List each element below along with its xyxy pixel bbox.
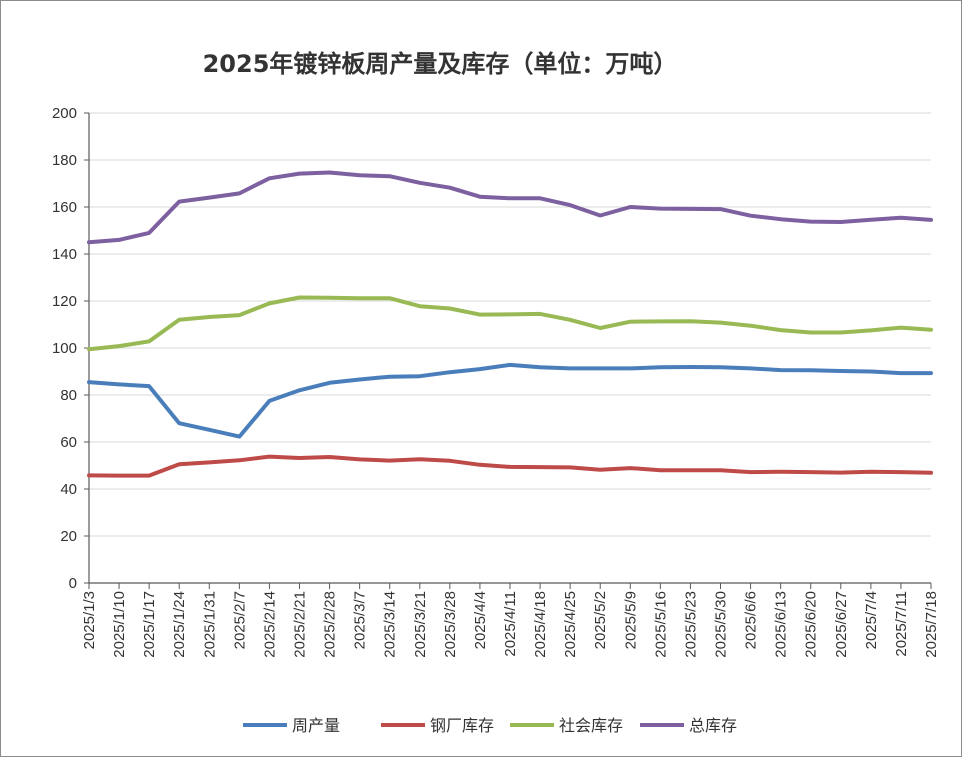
legend-item: 周产量 <box>243 716 340 735</box>
y-tick-label: 180 <box>52 152 77 169</box>
x-tick-label: 2025/1/3 <box>81 591 98 649</box>
x-tick-label: 2025/2/14 <box>261 591 278 658</box>
legend-item: 社会库存 <box>510 716 623 735</box>
x-tick-label: 2025/4/25 <box>562 591 579 658</box>
x-tick-label: 2025/1/17 <box>141 591 158 658</box>
x-tick-label: 2025/6/20 <box>803 591 820 658</box>
series-line-社会库存 <box>87 295 933 352</box>
x-tick-label: 2025/2/21 <box>292 591 309 658</box>
x-tick-label: 2025/4/18 <box>532 591 549 658</box>
x-tick-label: 2025/3/14 <box>382 591 399 658</box>
x-tick-label: 2025/2/7 <box>231 591 248 649</box>
x-tick-label: 2025/1/10 <box>111 591 128 658</box>
y-tick-label: 60 <box>60 434 77 451</box>
y-tick-label: 100 <box>52 340 77 357</box>
x-tick-label: 2025/6/6 <box>743 591 760 649</box>
x-tick-label: 2025/7/11 <box>893 591 910 657</box>
series-line-周产量 <box>87 362 933 439</box>
x-tick-label: 2025/3/28 <box>442 591 459 658</box>
y-axis-tick-labels: 0 20 40 60 80 100 120 140 160 180 200 <box>52 105 77 592</box>
x-tick-label: 2025/4/11 <box>502 591 519 657</box>
x-tick-label: 2025/1/24 <box>171 591 188 658</box>
y-tick-label: 160 <box>52 199 77 216</box>
series-line-钢厂库存 <box>87 454 933 478</box>
x-tick-label: 2025/7/4 <box>863 591 880 649</box>
y-tick-label: 40 <box>60 481 77 498</box>
y-tick-label: 20 <box>60 528 77 545</box>
x-tick-label: 2025/5/23 <box>682 591 699 658</box>
x-tick-label: 2025/4/4 <box>472 591 489 649</box>
x-tick-label: 2025/7/18 <box>923 591 940 658</box>
legend-label: 总库存 <box>689 716 737 735</box>
x-axis-tick-labels: 2025/1/3 2025/1/10 2025/1/17 2025/1/24 2025/… <box>81 591 940 658</box>
gridlines <box>89 112 931 537</box>
y-tick-label: 140 <box>52 246 77 263</box>
series-line-总库存 <box>87 170 933 245</box>
x-tick-label: 2025/1/31 <box>201 591 218 658</box>
x-tick-label: 2025/5/2 <box>592 591 609 649</box>
legend-label: 周产量 <box>292 716 340 735</box>
x-tick-label: 2025/5/30 <box>713 591 730 658</box>
x-tick-label: 2025/6/13 <box>773 591 790 658</box>
x-tick-label: 2025/3/21 <box>412 591 429 658</box>
legend-item: 钢厂库存 <box>381 716 494 735</box>
x-tick-label: 2025/2/28 <box>322 591 339 658</box>
x-tick-label: 2025/3/7 <box>352 591 369 649</box>
chart-title: 2025年镀锌板周产量及库存（单位：万吨） <box>202 50 678 78</box>
y-tick-label: 80 <box>60 387 77 404</box>
series-lines <box>87 170 933 478</box>
axes <box>84 112 932 589</box>
y-tick-label: 200 <box>52 105 77 122</box>
x-tick-label: 2025/6/27 <box>833 591 850 658</box>
legend-label: 社会库存 <box>559 716 623 735</box>
legend-label: 钢厂库存 <box>430 716 494 735</box>
legend-item: 总库存 <box>640 716 737 735</box>
legend: 周产量 钢厂库存 社会库存 总库存 <box>243 716 737 735</box>
x-tick-label: 2025/5/9 <box>622 591 639 649</box>
y-tick-label: 120 <box>52 293 77 310</box>
x-tick-label: 2025/5/16 <box>652 591 669 658</box>
y-tick-label: 0 <box>69 575 77 592</box>
